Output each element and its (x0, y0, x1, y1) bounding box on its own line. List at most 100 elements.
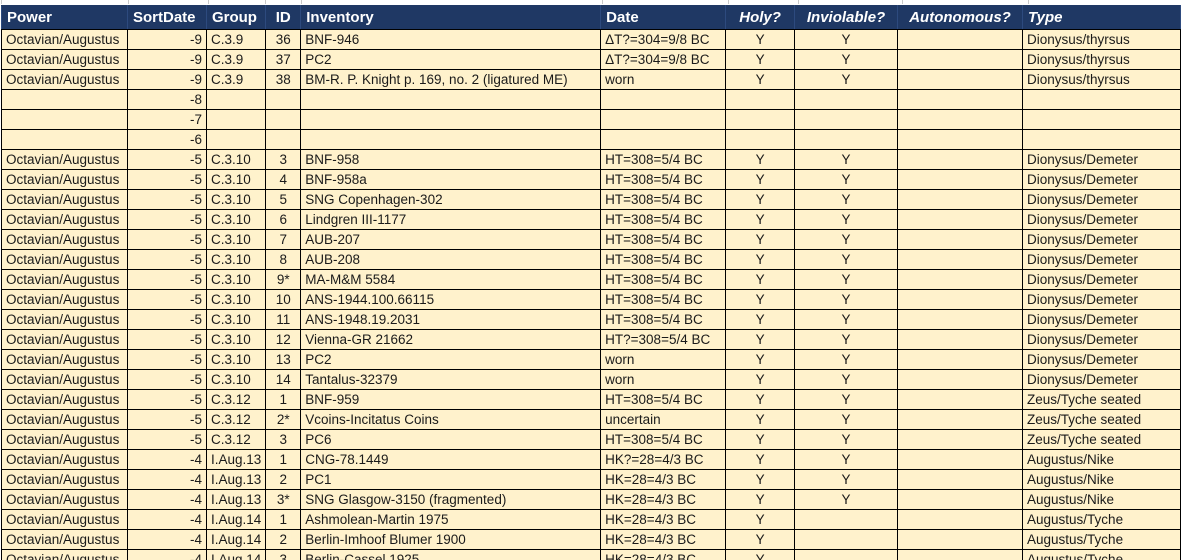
cell-sortdate[interactable]: -9 (126, 69, 207, 90)
cell-group[interactable] (205, 89, 267, 110)
cell-inviolable[interactable] (794, 89, 899, 110)
header-sortdate[interactable]: SortDate (126, 5, 207, 30)
cell-autonomous[interactable] (897, 429, 1024, 450)
cell-id[interactable]: 4 (265, 169, 302, 190)
cell-autonomous[interactable] (897, 229, 1024, 250)
cell-holy[interactable]: Y (725, 329, 796, 350)
cell-inviolable[interactable]: Y (794, 409, 899, 430)
cell-holy[interactable] (725, 129, 796, 150)
cell-date[interactable]: HT=308=5/4 BC (600, 289, 727, 310)
cell-date[interactable]: HT=308=5/4 BC (600, 169, 727, 190)
cell-id[interactable]: 3 (265, 149, 302, 170)
cell-date[interactable]: HT=308=5/4 BC (600, 249, 727, 270)
cell-date[interactable] (600, 109, 727, 130)
cell-id[interactable] (265, 89, 302, 110)
cell-power[interactable]: Octavian/Augustus (1, 149, 128, 170)
cell-date[interactable]: HK=28=4/3 BC (600, 489, 727, 510)
cell-id[interactable] (265, 109, 302, 130)
cell-group[interactable]: C.3.10 (205, 249, 267, 270)
cell-holy[interactable]: Y (725, 529, 796, 550)
cell-date[interactable]: HK=28=4/3 BC (600, 509, 727, 530)
cell-power[interactable]: Octavian/Augustus (1, 329, 128, 350)
cell-autonomous[interactable] (897, 549, 1024, 560)
cell-type[interactable]: Dionysus/Demeter (1022, 249, 1181, 270)
cell-autonomous[interactable] (897, 509, 1024, 530)
cell-id[interactable]: 3 (265, 549, 302, 560)
cell-autonomous[interactable] (897, 389, 1024, 410)
cell-type[interactable] (1022, 129, 1181, 150)
cell-group[interactable]: I.Aug.14 (205, 549, 267, 560)
cell-date[interactable]: uncertain (600, 409, 727, 430)
cell-date[interactable]: HK=28=4/3 BC (600, 469, 727, 490)
cell-date[interactable]: worn (600, 369, 727, 390)
cell-group[interactable]: C.3.12 (205, 389, 267, 410)
cell-inviolable[interactable]: Y (794, 469, 899, 490)
cell-date[interactable]: HT=308=5/4 BC (600, 309, 727, 330)
cell-id[interactable]: 2 (265, 529, 302, 550)
cell-holy[interactable]: Y (725, 189, 796, 210)
cell-id[interactable]: 3 (265, 429, 302, 450)
cell-power[interactable]: Octavian/Augustus (1, 309, 128, 330)
cell-inventory[interactable]: AUB-207 (300, 229, 602, 250)
cell-id[interactable]: 37 (265, 49, 302, 70)
cell-type[interactable]: Dionysus/Demeter (1022, 329, 1181, 350)
cell-id[interactable]: 13 (265, 349, 302, 370)
cell-power[interactable]: Octavian/Augustus (1, 369, 128, 390)
cell-sortdate[interactable]: -9 (126, 29, 207, 50)
cell-holy[interactable]: Y (725, 69, 796, 90)
cell-autonomous[interactable] (897, 369, 1024, 390)
cell-inventory[interactable]: SNG Copenhagen-302 (300, 189, 602, 210)
cell-sortdate[interactable]: -4 (126, 549, 207, 560)
cell-id[interactable]: 7 (265, 229, 302, 250)
cell-holy[interactable]: Y (725, 309, 796, 330)
header-group[interactable]: Group (205, 5, 267, 30)
cell-sortdate[interactable]: -4 (126, 469, 207, 490)
cell-type[interactable]: Zeus/Tyche seated (1022, 429, 1181, 450)
cell-group[interactable]: C.3.9 (205, 29, 267, 50)
header-autonomous[interactable]: Autonomous? (897, 5, 1024, 30)
cell-type[interactable]: Dionysus/Demeter (1022, 169, 1181, 190)
cell-id[interactable]: 9* (265, 269, 302, 290)
cell-date[interactable]: HT=308=5/4 BC (600, 209, 727, 230)
cell-type[interactable]: Augustus/Nike (1022, 489, 1181, 510)
cell-group[interactable]: C.3.10 (205, 269, 267, 290)
cell-inviolable[interactable] (794, 509, 899, 530)
cell-type[interactable]: Zeus/Tyche seated (1022, 409, 1181, 430)
cell-type[interactable]: Dionysus/thyrsus (1022, 49, 1181, 70)
cell-power[interactable]: Octavian/Augustus (1, 189, 128, 210)
cell-autonomous[interactable] (897, 109, 1024, 130)
cell-inviolable[interactable] (794, 549, 899, 560)
cell-date[interactable] (600, 89, 727, 110)
cell-inventory[interactable]: BM-R. P. Knight p. 169, no. 2 (ligatured… (300, 69, 602, 90)
cell-sortdate[interactable]: -5 (126, 349, 207, 370)
cell-sortdate[interactable]: -5 (126, 149, 207, 170)
cell-holy[interactable]: Y (725, 389, 796, 410)
cell-inviolable[interactable]: Y (794, 69, 899, 90)
cell-autonomous[interactable] (897, 169, 1024, 190)
cell-inviolable[interactable]: Y (794, 389, 899, 410)
cell-autonomous[interactable] (897, 349, 1024, 370)
cell-power[interactable]: Octavian/Augustus (1, 429, 128, 450)
cell-power[interactable]: Octavian/Augustus (1, 489, 128, 510)
cell-autonomous[interactable] (897, 29, 1024, 50)
cell-sortdate[interactable]: -4 (126, 529, 207, 550)
cell-holy[interactable]: Y (725, 489, 796, 510)
cell-group[interactable]: C.3.9 (205, 49, 267, 70)
cell-id[interactable]: 14 (265, 369, 302, 390)
cell-sortdate[interactable]: -5 (126, 329, 207, 350)
cell-holy[interactable]: Y (725, 449, 796, 470)
cell-date[interactable]: HK?=28=4/3 BC (600, 449, 727, 470)
cell-autonomous[interactable] (897, 149, 1024, 170)
cell-inviolable[interactable]: Y (794, 249, 899, 270)
cell-id[interactable]: 6 (265, 209, 302, 230)
cell-type[interactable]: Dionysus/thyrsus (1022, 29, 1181, 50)
cell-sortdate[interactable]: -9 (126, 49, 207, 70)
header-type[interactable]: Type (1022, 5, 1181, 30)
cell-sortdate[interactable]: -5 (126, 429, 207, 450)
cell-inviolable[interactable]: Y (794, 369, 899, 390)
cell-power[interactable]: Octavian/Augustus (1, 69, 128, 90)
cell-sortdate[interactable]: -5 (126, 229, 207, 250)
cell-date[interactable]: ΔT?=304=9/8 BC (600, 29, 727, 50)
cell-inventory[interactable]: PC1 (300, 469, 602, 490)
cell-date[interactable]: HT=308=5/4 BC (600, 429, 727, 450)
